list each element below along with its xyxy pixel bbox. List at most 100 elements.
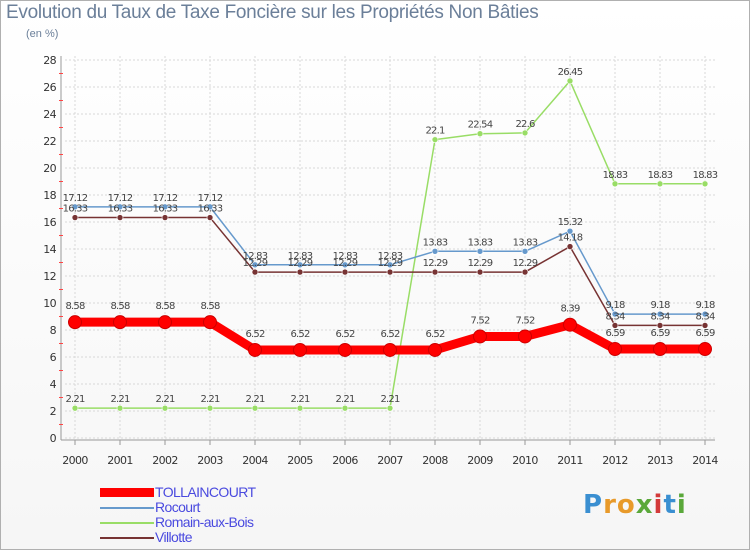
legend-swatch	[100, 522, 154, 524]
data-label: 12.83	[333, 251, 358, 262]
data-label: 9.18	[605, 300, 625, 311]
y-tick-label: 0	[50, 432, 57, 445]
data-point	[386, 261, 394, 269]
data-point	[476, 130, 484, 138]
data-point	[116, 404, 124, 412]
data-point	[338, 342, 352, 357]
data-point	[116, 214, 124, 221]
data-label: 17.12	[198, 193, 223, 204]
data-label: 6.52	[245, 329, 265, 340]
data-point	[251, 261, 259, 269]
y-tick-label: 8	[50, 324, 57, 337]
data-point	[431, 268, 439, 276]
data-label: 12.29	[468, 258, 493, 269]
data-label: 6.59	[605, 328, 625, 339]
x-tick-label: 2009	[467, 454, 493, 467]
data-point	[158, 315, 172, 330]
data-label: 12.29	[288, 258, 313, 269]
legend-swatch	[100, 507, 154, 509]
data-point	[251, 268, 259, 276]
y-tick-label: 12	[43, 270, 56, 283]
data-point	[566, 227, 574, 235]
data-label: 6.52	[425, 329, 445, 340]
data-label: 8.58	[155, 301, 175, 312]
data-label: 13.83	[513, 237, 538, 248]
x-tick-label: 2005	[287, 454, 313, 467]
x-tick-label: 2012	[602, 454, 628, 467]
data-point	[428, 342, 442, 357]
data-label: 12.83	[243, 251, 268, 262]
data-label: 6.52	[380, 329, 400, 340]
data-labels: 2.21 2.21 2.21 2.21 2.21 2.21 2.21 2.21 22.1 22.5…	[63, 67, 719, 405]
data-label: 8.39	[560, 304, 580, 315]
chart-title: Evolution du Taux de Taxe Foncière sur l…	[6, 2, 539, 23]
data-label: 6.52	[335, 329, 355, 340]
logo-letter: P	[583, 490, 604, 520]
data-point	[248, 342, 262, 357]
x-tick-label: 2000	[62, 454, 88, 467]
data-label: 16.33	[108, 204, 133, 215]
data-label: 17.12	[63, 193, 88, 204]
legend-label: Romain-aux-Bois	[155, 514, 254, 530]
data-point	[701, 310, 709, 318]
data-point	[656, 180, 664, 188]
x-tick-label: 2013	[647, 454, 673, 467]
logo-letter: o	[616, 490, 636, 520]
x-tick-label: 2002	[152, 454, 178, 467]
data-label: 2.21	[110, 394, 130, 405]
y-tick-label: 14	[43, 243, 56, 256]
data-label: 6.52	[290, 329, 310, 340]
logo-letter: i	[653, 490, 664, 520]
x-tick-label: 2010	[512, 454, 538, 467]
data-point	[206, 404, 214, 412]
data-label: 26.45	[558, 67, 583, 78]
data-point	[71, 203, 79, 211]
data-label: 12.29	[513, 258, 538, 269]
data-point	[701, 180, 709, 188]
x-tick-label: 2004	[242, 454, 268, 467]
data-point	[431, 136, 439, 143]
data-label: 8.58	[200, 301, 220, 312]
data-label: 12.29	[333, 258, 358, 269]
x-tick-label: 2007	[377, 454, 403, 467]
data-label: 6.59	[650, 328, 670, 339]
data-point	[476, 268, 484, 276]
data-point	[161, 203, 169, 211]
data-point	[476, 247, 484, 255]
x-tick-label: 2011	[557, 454, 583, 467]
data-point	[68, 315, 82, 330]
x-tick-label: 2006	[332, 454, 358, 467]
data-point	[611, 180, 619, 188]
data-label: 8.58	[65, 301, 85, 312]
y-tick-label: 16	[43, 216, 56, 229]
data-label: 8.34	[695, 311, 715, 322]
data-point	[563, 317, 577, 332]
data-label: 8.34	[605, 311, 625, 322]
data-point	[113, 315, 127, 330]
x-tick-label: 2001	[107, 454, 133, 467]
data-label: 22.54	[468, 120, 493, 131]
data-label: 2.21	[290, 394, 310, 405]
data-point	[341, 268, 349, 276]
data-point	[566, 243, 574, 250]
y-tick-label: 2	[50, 405, 56, 418]
logo-letter: t	[663, 490, 677, 520]
data-label: 18.83	[648, 170, 673, 181]
grid	[65, 56, 715, 439]
data-point	[611, 322, 619, 329]
data-label: 22.6	[515, 119, 535, 130]
data-point	[518, 329, 532, 344]
data-point	[608, 342, 622, 357]
data-label: 13.83	[423, 237, 448, 248]
y-tick-label: 24	[43, 108, 56, 121]
logo-letter: r	[603, 490, 617, 520]
data-point	[653, 342, 667, 357]
data-label: 8.34	[650, 311, 670, 322]
logo-letter: x	[635, 490, 654, 520]
data-point	[296, 268, 304, 276]
data-point	[116, 203, 124, 211]
data-label: 16.33	[198, 204, 223, 215]
data-label: 12.29	[378, 258, 403, 269]
data-label: 2.21	[245, 394, 265, 405]
